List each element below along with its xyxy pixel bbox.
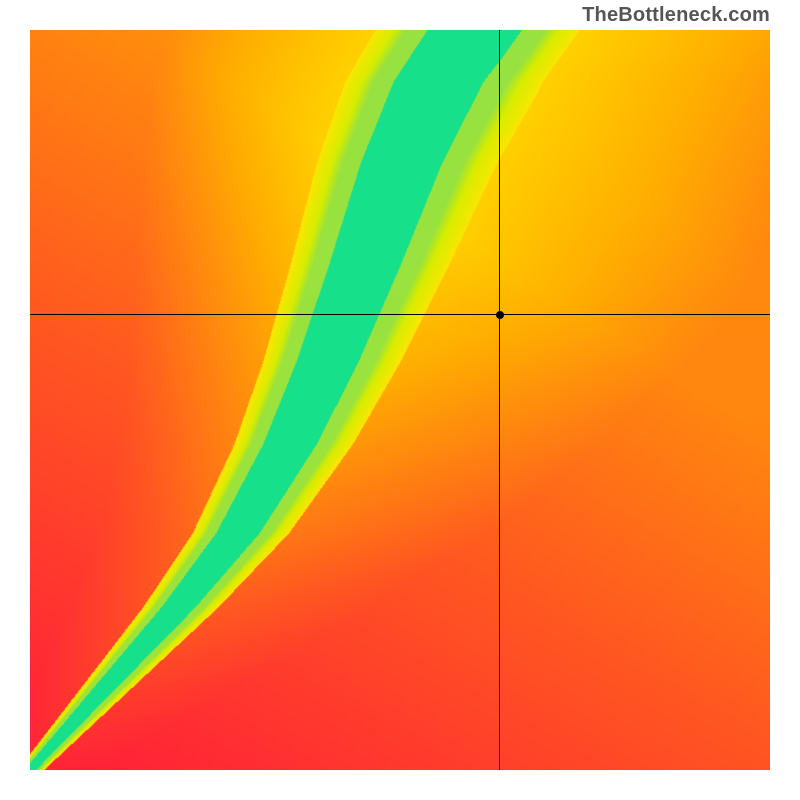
plot-area	[30, 30, 770, 770]
crosshair-marker-dot	[496, 311, 504, 319]
figure-container: TheBottleneck.com	[0, 0, 800, 800]
crosshair-horizontal-line	[30, 314, 770, 315]
watermark-text: TheBottleneck.com	[582, 4, 770, 27]
crosshair-vertical-line	[499, 30, 500, 770]
heatmap-canvas	[30, 30, 770, 770]
